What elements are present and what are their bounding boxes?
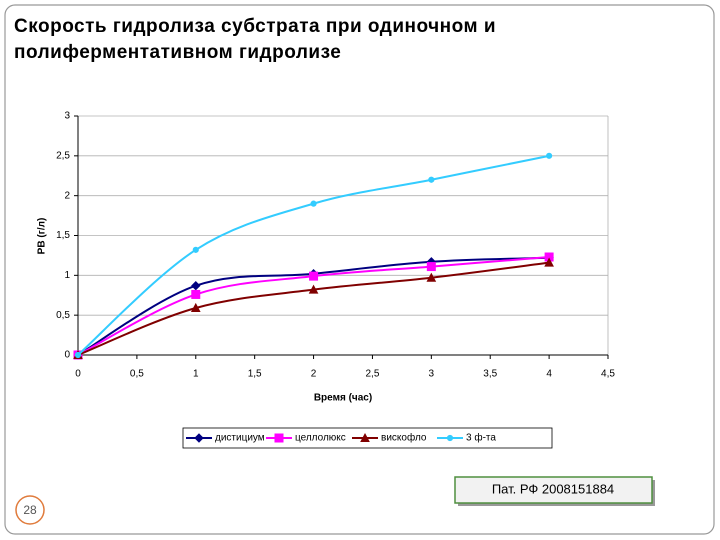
legend-label: целлолюкс bbox=[295, 433, 346, 444]
marker bbox=[544, 257, 554, 267]
x-tick-label: 3,5 bbox=[483, 369, 497, 380]
x-tick-label: 1 bbox=[193, 369, 199, 380]
legend-marker bbox=[360, 432, 370, 442]
x-axis-title: Время (час) bbox=[314, 393, 372, 404]
y-tick-label: 3 bbox=[64, 111, 70, 122]
marker bbox=[74, 351, 82, 359]
legend-marker bbox=[446, 434, 454, 442]
x-tick-label: 3 bbox=[429, 369, 435, 380]
annotation: Пат. РФ 2008151884 bbox=[492, 481, 614, 496]
marker bbox=[192, 246, 199, 253]
annotation-box bbox=[454, 476, 653, 504]
marker bbox=[308, 284, 319, 294]
slide-number-circle bbox=[15, 495, 45, 525]
marker bbox=[191, 280, 201, 291]
marker bbox=[309, 271, 319, 281]
x-tick-label: 1,5 bbox=[248, 369, 262, 380]
marker bbox=[426, 262, 436, 272]
y-tick-label: 2 bbox=[64, 190, 70, 201]
marker bbox=[191, 289, 201, 299]
slide-number: 28 bbox=[23, 503, 37, 517]
marker bbox=[190, 302, 201, 312]
y-tick-label: 1,5 bbox=[56, 230, 70, 241]
x-tick-label: 0,5 bbox=[130, 369, 144, 380]
slide-border bbox=[4, 4, 715, 535]
y-axis-title: РВ (г/л) bbox=[37, 218, 48, 255]
y-tick-label: 0,5 bbox=[56, 310, 70, 321]
x-tick-label: 0 bbox=[75, 369, 81, 380]
slide-title: Скорость гидролиза субстрата при одиночн… bbox=[14, 16, 496, 63]
legend-label: дистициум bbox=[215, 433, 265, 444]
x-tick-label: 2 bbox=[311, 369, 317, 380]
marker bbox=[310, 200, 317, 207]
legend-marker bbox=[274, 433, 284, 443]
legend-label: 3 ф-та bbox=[466, 432, 496, 444]
y-tick-label: 1 bbox=[64, 270, 70, 281]
x-tick-label: 4,5 bbox=[601, 369, 615, 380]
series-line bbox=[77, 154, 550, 356]
x-tick-label: 4 bbox=[546, 369, 552, 380]
legend-label: вискофло bbox=[381, 432, 427, 444]
y-tick-label: 0 bbox=[64, 350, 70, 361]
y-tick-label: 2,5 bbox=[56, 150, 70, 161]
marker bbox=[428, 176, 435, 183]
x-tick-label: 2,5 bbox=[365, 369, 379, 380]
marker bbox=[426, 272, 437, 282]
legend-marker bbox=[194, 433, 204, 443]
marker bbox=[546, 152, 553, 159]
